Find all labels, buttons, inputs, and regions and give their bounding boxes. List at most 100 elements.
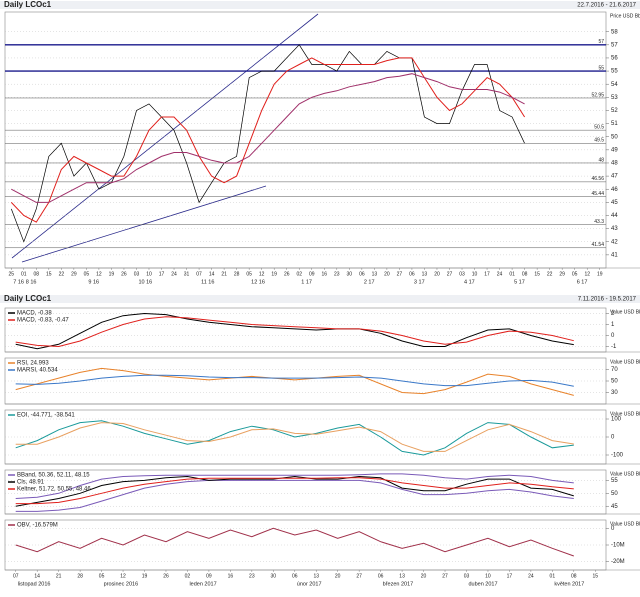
y-tick-label: -20M <box>611 559 625 565</box>
x-tick-label: 03 <box>464 573 470 579</box>
y-tick-label: 70 <box>611 367 618 373</box>
y-tick-label: 50 <box>611 134 618 140</box>
unit-label: Value USD Bbl <box>610 521 640 527</box>
series-line <box>15 475 574 507</box>
y-tick-label: 55 <box>611 478 618 484</box>
x-tick-label: 29 <box>559 271 565 277</box>
y-tick-label: 0 <box>611 526 615 532</box>
x-tick-label: 08 <box>34 271 40 277</box>
x-tick-label: 28 <box>77 573 83 579</box>
x-tick-label: 16 <box>228 573 234 579</box>
month-label: leden 2017 <box>189 581 216 587</box>
y-tick-label: 46 <box>611 187 618 193</box>
y-tick-label: 45 <box>611 200 618 206</box>
y-tick-label: 50 <box>611 379 618 385</box>
y-tick-label: 56 <box>611 56 618 62</box>
y-tick-label: 100 <box>611 417 622 423</box>
unit-label: Value USD Bbl <box>610 471 640 477</box>
x-tick-label: 26 <box>163 573 169 579</box>
legend-label: MACD, -0.83, -0.47 <box>17 318 69 324</box>
month-label: 9 16 <box>88 279 99 285</box>
month-label: 11 16 <box>201 279 214 285</box>
y-tick-label: 1 <box>611 322 615 328</box>
legend-label: Cls, 48.91 <box>17 480 45 486</box>
legend-label: Keltner, 51.72, 50.55, 48.46 <box>17 487 91 493</box>
y-tick-label: 42 <box>611 239 618 245</box>
level-label: 43.3 <box>594 219 604 225</box>
trend-channel <box>21 185 267 263</box>
y-tick-label: 53 <box>611 95 618 101</box>
x-tick-label: 12 <box>120 573 126 579</box>
y-tick-label: 2 <box>611 311 615 317</box>
chart-title: Daily LCOc1 <box>4 294 52 303</box>
x-tick-label: 15 <box>592 573 598 579</box>
series-line <box>15 312 574 350</box>
x-tick-label: 05 <box>99 573 105 579</box>
x-tick-label: 13 <box>372 271 378 277</box>
x-tick-label: 14 <box>209 271 215 277</box>
x-tick-label: 10 <box>146 271 152 277</box>
y-tick-label: 50 <box>611 491 618 497</box>
x-tick-label: 24 <box>497 271 503 277</box>
series-line <box>11 73 525 203</box>
x-tick-label: 01 <box>21 271 27 277</box>
x-tick-label: 12 <box>584 271 590 277</box>
x-tick-label: 20 <box>384 271 390 277</box>
month-label: prosinec 2016 <box>104 581 139 587</box>
x-tick-label: 10 <box>485 573 491 579</box>
x-tick-label: 06 <box>292 573 298 579</box>
level-label: 52.95 <box>591 92 604 98</box>
x-tick-label: 15 <box>534 271 540 277</box>
month-label: únor 2017 <box>297 581 322 587</box>
x-tick-label: 17 <box>484 271 490 277</box>
month-label: 3 17 <box>414 279 425 285</box>
x-tick-label: 22 <box>547 271 553 277</box>
x-tick-label: 08 <box>571 573 577 579</box>
series-line <box>15 477 574 505</box>
chart-title: Daily LCOc1 <box>4 0 52 9</box>
x-tick-label: 05 <box>572 271 578 277</box>
x-tick-label: 17 <box>159 271 165 277</box>
month-label: květen 2017 <box>554 581 584 587</box>
series-line <box>15 367 574 396</box>
y-tick-label: 44 <box>611 213 618 219</box>
x-tick-label: 30 <box>271 573 277 579</box>
y-tick-label: 47 <box>611 174 618 180</box>
x-tick-label: 19 <box>109 271 115 277</box>
month-label: březen 2017 <box>383 581 414 587</box>
x-tick-label: 20 <box>335 573 341 579</box>
x-tick-label: 27 <box>447 271 453 277</box>
x-tick-label: 23 <box>249 573 255 579</box>
x-tick-label: 13 <box>399 573 405 579</box>
unit-label: Value USD Bbl <box>610 359 640 365</box>
x-tick-label: 30 <box>347 271 353 277</box>
level-label: 46.56 <box>591 176 604 182</box>
x-tick-label: 02 <box>296 271 302 277</box>
x-tick-label: 20 <box>434 271 440 277</box>
x-tick-label: 21 <box>56 573 62 579</box>
y-tick-label: 0 <box>611 333 615 339</box>
legend-label: BBand, 50.36, 52.11, 48.15 <box>17 473 90 479</box>
unit-label: Price USD Bbl <box>610 13 640 19</box>
y-tick-label: -100 <box>611 453 624 459</box>
x-tick-label: 01 <box>550 573 556 579</box>
x-tick-label: 06 <box>359 271 365 277</box>
x-tick-label: 19 <box>597 271 603 277</box>
x-tick-label: 13 <box>422 271 428 277</box>
month-label: 1 17 <box>301 279 312 285</box>
level-label: 45.44 <box>591 191 604 197</box>
month-label: duben 2017 <box>468 581 497 587</box>
y-tick-label: 30 <box>611 390 618 396</box>
x-tick-label: 15 <box>46 271 52 277</box>
y-tick-label: 49 <box>611 147 618 153</box>
x-tick-label: 08 <box>522 271 528 277</box>
y-tick-label: 45 <box>611 504 618 510</box>
chart-subtitle: 7.11.2016 - 19.5.2017 <box>578 297 637 303</box>
x-tick-label: 14 <box>34 573 40 579</box>
month-label: 10 16 <box>138 279 152 285</box>
legend-label: RSI, 24.993 <box>17 361 49 367</box>
month-label: 6 17 <box>577 279 588 285</box>
series-line <box>15 527 574 557</box>
series-line <box>15 374 574 387</box>
x-tick-label: 09 <box>206 573 212 579</box>
